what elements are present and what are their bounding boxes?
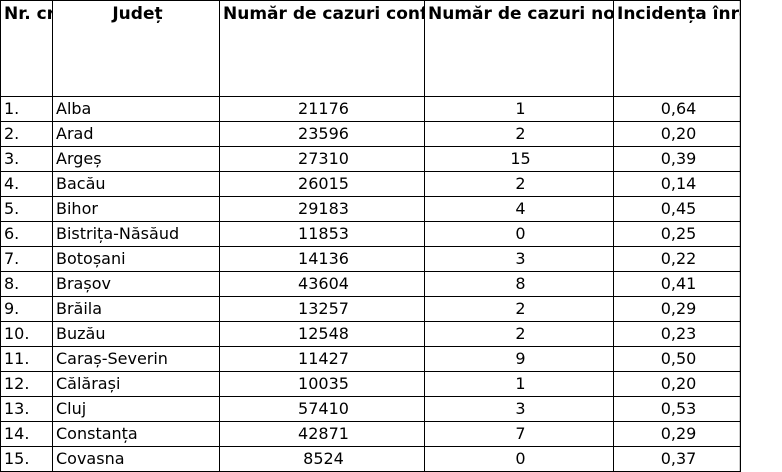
nr-cell: 4. [0, 171, 53, 197]
judet-cell: Covasna [52, 446, 220, 472]
incidenta-cell: 0,20 [613, 121, 741, 147]
header-incidenta: Incidența înregistrată la 14 zile [613, 0, 741, 97]
total-cell: 10035 [219, 371, 425, 397]
judet-cell: Botoșani [52, 246, 220, 272]
noi-cell: 4 [424, 196, 614, 222]
nr-cell: 1. [0, 96, 53, 122]
total-cell: 13257 [219, 296, 425, 322]
incidenta-cell: 0,29 [613, 421, 741, 447]
table-row: 11. Caraș-Severin 11427 9 0,50 [0, 346, 741, 372]
header-nr: Nr. crt. [0, 0, 53, 97]
total-cell: 14136 [219, 246, 425, 272]
noi-cell: 0 [424, 446, 614, 472]
total-cell: 29183 [219, 196, 425, 222]
table-row: 12. Călărași 10035 1 0,20 [0, 371, 741, 397]
incidenta-cell: 0,23 [613, 321, 741, 347]
noi-cell: 3 [424, 396, 614, 422]
table-row: 10. Buzău 12548 2 0,23 [0, 321, 741, 347]
table-row: 7. Botoșani 14136 3 0,22 [0, 246, 741, 272]
judet-cell: Bistrița-Năsăud [52, 221, 220, 247]
noi-cell: 0 [424, 221, 614, 247]
noi-cell: 15 [424, 146, 614, 172]
judet-cell: Caraș-Severin [52, 346, 220, 372]
nr-cell: 2. [0, 121, 53, 147]
table-row: 2. Arad 23596 2 0,20 [0, 121, 741, 147]
incidenta-cell: 0,39 [613, 146, 741, 172]
nr-cell: 12. [0, 371, 53, 397]
nr-cell: 10. [0, 321, 53, 347]
table-row: 5. Bihor 29183 4 0,45 [0, 196, 741, 222]
incidenta-cell: 0,14 [613, 171, 741, 197]
judet-cell: Constanța [52, 421, 220, 447]
incidenta-cell: 0,41 [613, 271, 741, 297]
nr-cell: 14. [0, 421, 53, 447]
nr-cell: 3. [0, 146, 53, 172]
header-noi: Număr de cazuri nou confirmate [424, 0, 614, 97]
table-row: 9. Brăila 13257 2 0,29 [0, 296, 741, 322]
total-cell: 43604 [219, 271, 425, 297]
judet-cell: Cluj [52, 396, 220, 422]
header-total: Număr de cazuri confirmate(total) [219, 0, 425, 97]
incidenta-cell: 0,50 [613, 346, 741, 372]
total-cell: 11427 [219, 346, 425, 372]
total-cell: 42871 [219, 421, 425, 447]
noi-cell: 2 [424, 171, 614, 197]
noi-cell: 1 [424, 96, 614, 122]
incidenta-cell: 0,64 [613, 96, 741, 122]
incidenta-cell: 0,25 [613, 221, 741, 247]
total-cell: 8524 [219, 446, 425, 472]
total-cell: 27310 [219, 146, 425, 172]
judet-cell: Brăila [52, 296, 220, 322]
table-row: 8. Brașov 43604 8 0,41 [0, 271, 741, 297]
header-row: Nr. crt. Județ Număr de cazuri confirmat… [0, 0, 741, 97]
nr-cell: 9. [0, 296, 53, 322]
nr-cell: 8. [0, 271, 53, 297]
table-row: 4. Bacău 26015 2 0,14 [0, 171, 741, 197]
noi-cell: 7 [424, 421, 614, 447]
judet-cell: Arad [52, 121, 220, 147]
noi-cell: 1 [424, 371, 614, 397]
incidenta-cell: 0,53 [613, 396, 741, 422]
total-cell: 12548 [219, 321, 425, 347]
judet-cell: Călărași [52, 371, 220, 397]
nr-cell: 7. [0, 246, 53, 272]
table-row: 13. Cluj 57410 3 0,53 [0, 396, 741, 422]
total-cell: 57410 [219, 396, 425, 422]
judet-cell: Bihor [52, 196, 220, 222]
nr-cell: 5. [0, 196, 53, 222]
incidenta-cell: 0,22 [613, 246, 741, 272]
nr-cell: 13. [0, 396, 53, 422]
judet-cell: Brașov [52, 271, 220, 297]
table-row: 3. Argeș 27310 15 0,39 [0, 146, 741, 172]
incidenta-cell: 0,20 [613, 371, 741, 397]
total-cell: 26015 [219, 171, 425, 197]
total-cell: 21176 [219, 96, 425, 122]
header-judet: Județ [52, 0, 220, 97]
table-row: 15. Covasna 8524 0 0,37 [0, 446, 741, 472]
table-row: 1. Alba 21176 1 0,64 [0, 96, 741, 122]
judet-cell: Argeș [52, 146, 220, 172]
nr-cell: 6. [0, 221, 53, 247]
table-row: 14. Constanța 42871 7 0,29 [0, 421, 741, 447]
covid-cases-table: Nr. crt. Județ Număr de cazuri confirmat… [0, 0, 741, 472]
nr-cell: 11. [0, 346, 53, 372]
noi-cell: 2 [424, 321, 614, 347]
incidenta-cell: 0,29 [613, 296, 741, 322]
noi-cell: 2 [424, 121, 614, 147]
noi-cell: 3 [424, 246, 614, 272]
noi-cell: 8 [424, 271, 614, 297]
judet-cell: Buzău [52, 321, 220, 347]
total-cell: 23596 [219, 121, 425, 147]
incidenta-cell: 0,45 [613, 196, 741, 222]
noi-cell: 2 [424, 296, 614, 322]
table-row: 6. Bistrița-Năsăud 11853 0 0,25 [0, 221, 741, 247]
judet-cell: Alba [52, 96, 220, 122]
noi-cell: 9 [424, 346, 614, 372]
nr-cell: 15. [0, 446, 53, 472]
incidenta-cell: 0,37 [613, 446, 741, 472]
judet-cell: Bacău [52, 171, 220, 197]
total-cell: 11853 [219, 221, 425, 247]
